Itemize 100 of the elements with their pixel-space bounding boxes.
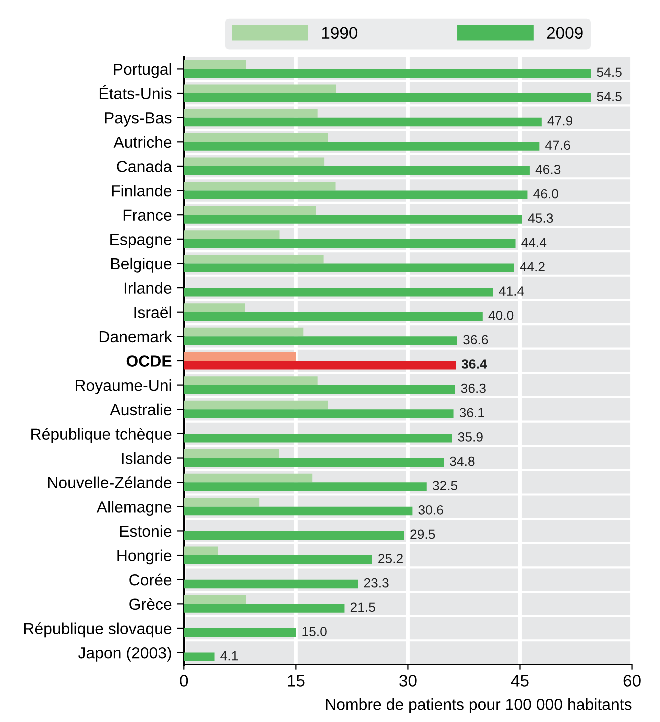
bar xyxy=(184,118,542,127)
bar xyxy=(184,580,358,589)
bar xyxy=(184,133,328,142)
bar xyxy=(184,434,452,443)
data-label: 35.9 xyxy=(458,432,483,442)
y-tick-label: Grèce xyxy=(130,598,172,610)
bar xyxy=(184,166,530,176)
bar xyxy=(184,506,413,516)
bar xyxy=(184,410,454,418)
y-tick-label: Nouvelle-Zélande xyxy=(48,476,172,489)
data-label: 25.2 xyxy=(378,554,403,564)
bar xyxy=(184,182,336,191)
bar xyxy=(184,264,514,272)
data-label: 46.3 xyxy=(536,165,561,174)
y-tick-label: Hongrie xyxy=(118,550,172,565)
data-label: 23.3 xyxy=(364,578,389,588)
data-label: 40.0 xyxy=(488,310,514,320)
y-tick-label: Pays-Bas xyxy=(105,112,172,127)
y-tick-label: Japon (2003) xyxy=(78,647,172,662)
data-label: 21.5 xyxy=(350,602,376,612)
bar xyxy=(184,556,372,564)
bar xyxy=(184,230,280,240)
y-tick-label: Finlande xyxy=(112,184,172,197)
y-tick-label: OCDE xyxy=(126,356,172,367)
bar xyxy=(184,94,592,102)
y-tick-label: Portugal xyxy=(114,63,172,78)
bar xyxy=(184,312,483,322)
x-tick-label: 30 xyxy=(400,675,417,687)
x-tick-label: 0 xyxy=(180,675,188,687)
data-label: 47.6 xyxy=(546,140,570,150)
data-label: 15.0 xyxy=(302,627,327,636)
bar xyxy=(184,450,279,458)
bar xyxy=(184,84,337,94)
bar xyxy=(184,142,540,151)
bar xyxy=(184,604,345,613)
data-label: 30.6 xyxy=(418,505,444,515)
legend-label: 1990 xyxy=(322,27,358,40)
y-tick-label: République tchèque xyxy=(32,428,172,444)
bar xyxy=(184,361,456,370)
x-tick-label: 60 xyxy=(624,675,641,687)
x-tick-label: 15 xyxy=(288,675,305,687)
bar xyxy=(184,628,296,638)
bar xyxy=(184,652,215,662)
y-tick-label: Corée xyxy=(130,574,172,586)
bar xyxy=(184,206,316,216)
x-tick-label: 45 xyxy=(511,675,529,687)
bar xyxy=(184,304,246,312)
data-label: 44.4 xyxy=(522,238,547,248)
bar xyxy=(184,482,427,492)
bar xyxy=(184,474,313,483)
bar xyxy=(184,109,318,118)
data-label: 32.5 xyxy=(432,481,458,491)
data-label: 36.4 xyxy=(462,360,488,369)
bar xyxy=(184,595,246,604)
bar xyxy=(184,498,260,507)
y-tick-label: Islande xyxy=(122,452,172,464)
bar xyxy=(184,69,592,78)
y-tick-label: Australie xyxy=(110,404,172,416)
data-label: 34.8 xyxy=(450,456,475,466)
y-tick-label: Israël xyxy=(134,306,172,318)
data-label: 41.4 xyxy=(499,286,524,296)
bar xyxy=(184,376,318,386)
bar xyxy=(184,239,516,248)
data-label: 54.5 xyxy=(597,68,622,78)
bar xyxy=(184,328,304,337)
bar xyxy=(184,215,522,224)
bar xyxy=(184,352,296,361)
bar xyxy=(184,60,246,70)
data-label: 36.3 xyxy=(461,384,486,394)
y-tick-label: Danemark xyxy=(100,330,172,343)
data-label: 36.1 xyxy=(460,408,484,418)
data-label: 47.9 xyxy=(548,116,573,126)
y-tick-label: Autriche xyxy=(114,136,172,148)
y-tick-label: France xyxy=(124,210,172,222)
data-label: 36.6 xyxy=(464,335,488,345)
data-label: 45.3 xyxy=(528,214,554,224)
bar xyxy=(184,531,404,540)
y-tick-label: Allemagne xyxy=(96,501,172,516)
y-tick-label: Belgique xyxy=(111,258,172,273)
y-tick-label: Royaume-Uni xyxy=(76,380,172,394)
bar xyxy=(184,190,528,200)
bar xyxy=(184,385,456,394)
y-tick-label: Espagne xyxy=(110,234,172,249)
data-label: 44.2 xyxy=(520,262,545,272)
bar xyxy=(184,336,458,346)
data-label: 54.5 xyxy=(597,92,622,102)
y-tick-label: États-Unis xyxy=(100,85,172,100)
bar xyxy=(184,458,444,468)
legend-label: 2009 xyxy=(547,27,583,40)
bar xyxy=(184,400,328,410)
y-tick-label: Irlande xyxy=(124,282,172,294)
data-label: 46.0 xyxy=(534,189,558,199)
bar xyxy=(184,158,325,166)
bar xyxy=(184,288,494,297)
data-label: 29.5 xyxy=(410,530,436,540)
y-tick-label: Canada xyxy=(117,160,172,172)
x-axis-title: Nombre de patients pour 100 000 habitants xyxy=(326,698,632,714)
bar xyxy=(184,254,324,264)
data-label: 4.1 xyxy=(220,652,238,661)
y-tick-label: Estonie xyxy=(120,525,172,538)
